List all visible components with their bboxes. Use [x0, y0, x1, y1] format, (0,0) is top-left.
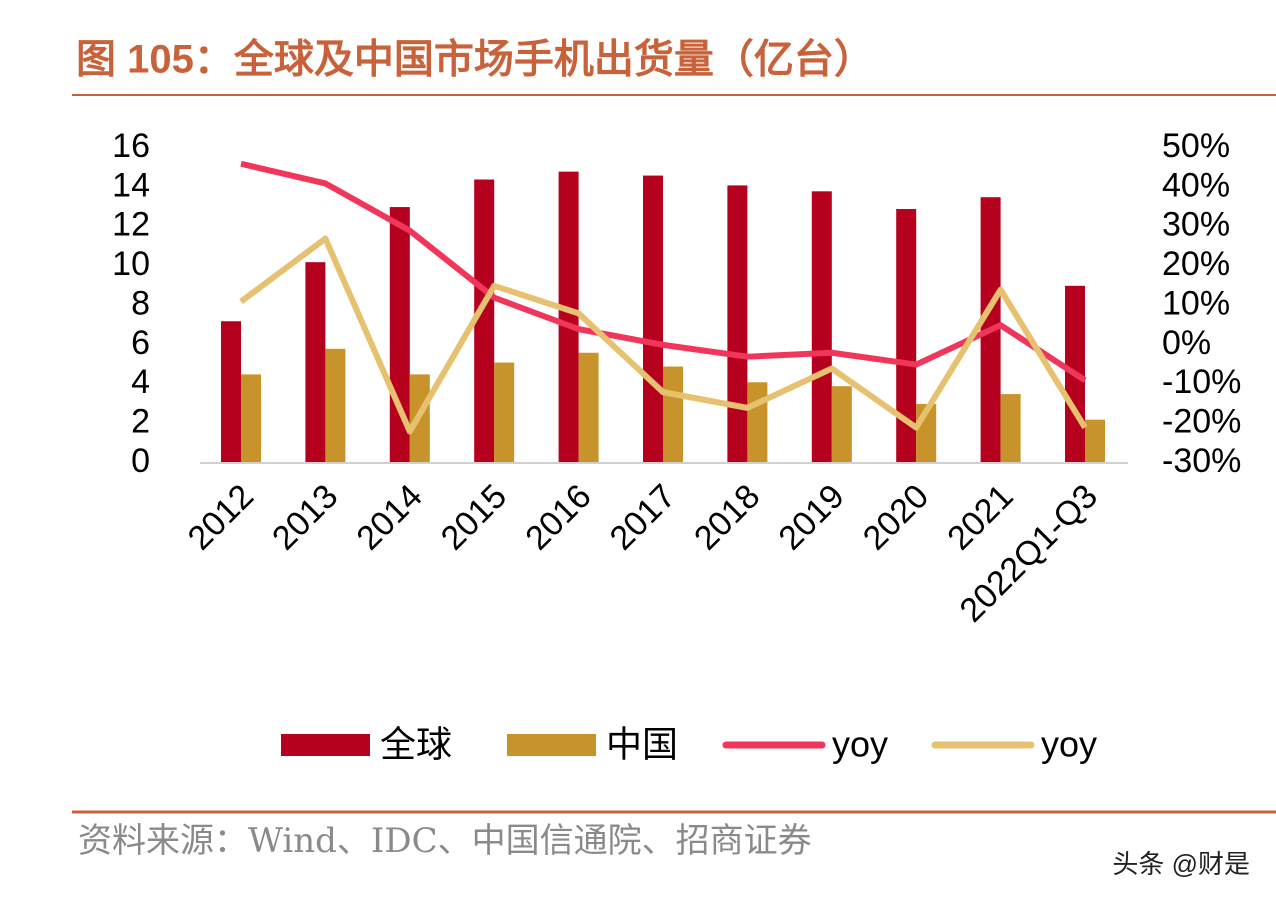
- bar: [578, 352, 599, 463]
- bar: [811, 191, 832, 463]
- y2-tick-label: -30%: [1162, 442, 1241, 480]
- bar: [325, 348, 346, 463]
- x-tick-label: 2019: [771, 477, 851, 557]
- x-tick-label: 2014: [349, 477, 429, 557]
- chart-title: 图 105：全球及中国市场手机出货量（亿台）: [76, 37, 874, 82]
- y2-tick-label: 20%: [1162, 245, 1230, 283]
- x-tick-label: 2020: [856, 477, 936, 557]
- legend-swatch: [507, 734, 596, 756]
- bar: [1085, 419, 1105, 463]
- legend-label: yoy: [1041, 724, 1097, 765]
- bar: [643, 175, 663, 463]
- y2-tick-label: 10%: [1162, 284, 1230, 322]
- line: [239, 235, 1088, 435]
- x-tick-label: 2012: [181, 477, 261, 557]
- y2-tick-label: -10%: [1162, 363, 1241, 401]
- y-tick-label: 14: [112, 166, 150, 204]
- bar: [494, 362, 515, 463]
- bar: [474, 179, 495, 463]
- bar: [831, 386, 852, 463]
- bar: [305, 262, 326, 463]
- bar: [221, 321, 241, 463]
- y-tick-label: 0: [131, 442, 150, 480]
- x-tick-label: 2013: [265, 477, 345, 557]
- y-tick-label: 2: [131, 403, 150, 441]
- bar: [241, 374, 261, 463]
- bar: [896, 209, 917, 463]
- y2-tick-label: 30%: [1162, 206, 1230, 244]
- line: [240, 160, 1087, 383]
- y-tick-label: 16: [112, 127, 150, 165]
- source: 资料来源：Wind、IDC、中国信通院、招商证券: [78, 821, 812, 861]
- y2-tick-label: 50%: [1162, 127, 1230, 165]
- watermark: 头条 @财是: [1112, 849, 1250, 879]
- legend-label: 全球: [380, 724, 452, 765]
- y2-tick-label: 0%: [1162, 324, 1211, 362]
- bar: [1000, 394, 1021, 463]
- x-tick-label: 2015: [434, 477, 514, 557]
- y-tick-label: 4: [131, 363, 150, 401]
- bar: [727, 185, 748, 463]
- bar: [558, 171, 579, 463]
- legend-label: yoy: [832, 724, 888, 765]
- x-tick-label: 2016: [518, 477, 598, 557]
- bar: [747, 382, 768, 463]
- y-tick-label: 10: [112, 245, 150, 283]
- legend-swatch: [281, 734, 370, 756]
- bar: [663, 366, 683, 463]
- x-tick-label: 2017: [603, 477, 683, 557]
- y2-tick-label: 40%: [1162, 166, 1230, 204]
- y-tick-label: 6: [131, 324, 150, 362]
- legend-label: 中国: [606, 724, 678, 765]
- y2-tick-label: -20%: [1162, 403, 1241, 441]
- y-tick-label: 8: [131, 284, 150, 322]
- x-tick-label: 2018: [687, 477, 767, 557]
- y-tick-label: 12: [112, 206, 150, 244]
